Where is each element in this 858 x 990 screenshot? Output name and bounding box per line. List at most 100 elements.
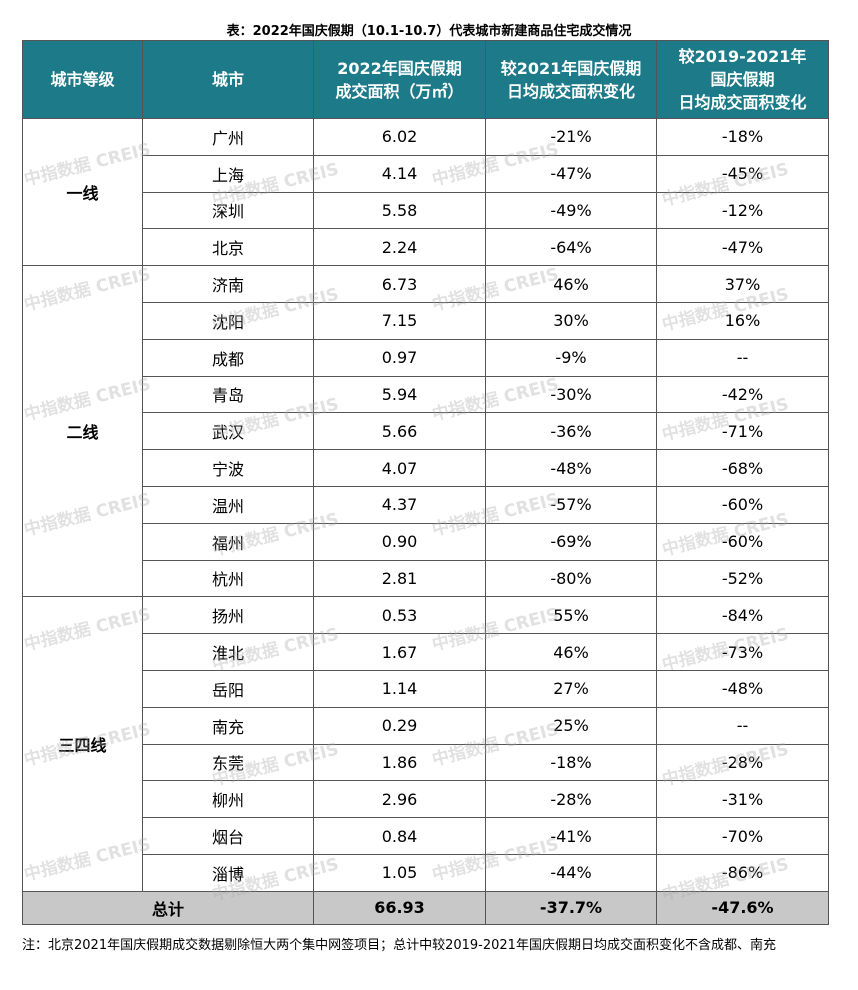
- cell: -18%: [485, 743, 657, 782]
- table-row: 南充 0.29 25% --: [23, 706, 829, 745]
- cell: 6.73: [313, 265, 486, 303]
- table-row: 二线 济南 6.73 46% 37%: [22, 265, 829, 598]
- cell: 成都: [142, 338, 314, 377]
- cell: 2.96: [313, 780, 486, 819]
- table-row: 淮北 1.67 46% -73%: [23, 633, 829, 671]
- table-row: 岳阳 1.14 27% -48%: [23, 669, 829, 708]
- cell: 25%: [485, 706, 657, 745]
- header-line: 城市等级: [50, 70, 115, 89]
- tier-cell: 一线: [22, 117, 143, 267]
- total-row: 总计 66.93 -37.7% -47.6%: [22, 890, 829, 925]
- cell: -31%: [656, 780, 829, 819]
- cell: -28%: [656, 743, 829, 782]
- header-row: 城市等级 城市 2022年国庆假期 成交面积（万㎡） 较2021年国庆假期 日均成交面积变…: [22, 40, 829, 119]
- cell: 淄博: [142, 853, 314, 892]
- cell: -47%: [485, 154, 657, 193]
- cell: 东莞: [142, 743, 314, 782]
- header-line: 城市: [211, 70, 244, 89]
- table-title: 表：2022年国庆假期（10.1-10.7）代表城市新建商品住宅成交情况: [226, 24, 632, 39]
- table-row: 宁波 4.07 -48% -68%: [23, 449, 829, 487]
- cell: 扬州: [142, 596, 314, 635]
- table-row: 武汉 5.66 -36% -71%: [23, 412, 829, 451]
- cell: 杭州: [142, 559, 314, 598]
- total-cell: 总计: [22, 890, 314, 925]
- header-line: 日均成交面积变化: [506, 81, 635, 101]
- total-cell: -47.6%: [656, 890, 829, 925]
- cell: 1.86: [313, 743, 486, 782]
- table-row: 柳州 2.96 -28% -31%: [23, 780, 829, 819]
- table-row: 温州 4.37 -57% -60%: [23, 485, 829, 524]
- cell: 0.29: [313, 706, 486, 745]
- column-header: 较2019-2021年 国庆假期日均成交面积变化: [656, 40, 829, 119]
- cell: 7.15: [313, 301, 486, 340]
- cell: 济南: [142, 265, 314, 303]
- header-line: 较2021年国庆假期: [500, 58, 642, 78]
- cell: -36%: [485, 412, 657, 451]
- cell: 武汉: [142, 412, 314, 451]
- cell: -21%: [485, 118, 657, 156]
- cell: 1.05: [313, 853, 486, 892]
- cell: -45%: [656, 154, 829, 193]
- cell: --: [656, 338, 829, 377]
- cell: 南充: [142, 706, 314, 745]
- data-table: 城市等级 城市 2022年国庆假期 成交面积（万㎡） 较2021年国庆假期 日均成交面积变…: [22, 40, 829, 925]
- cell: 0.53: [313, 596, 486, 635]
- cell: -60%: [656, 485, 829, 524]
- header-line: 较2019-2021年: [678, 47, 807, 66]
- cell: -57%: [485, 485, 657, 524]
- cell: -44%: [485, 853, 657, 892]
- tier-cell: 三四线: [22, 596, 143, 892]
- cell: -30%: [485, 375, 657, 414]
- cell: 深圳: [142, 191, 314, 230]
- cell: -42%: [656, 375, 829, 414]
- cell: 37%: [656, 265, 829, 303]
- cell: -52%: [656, 559, 829, 598]
- cell: 5.66: [313, 412, 486, 451]
- cell: -68%: [656, 449, 829, 487]
- cell: -69%: [485, 522, 657, 561]
- cell: 5.94: [313, 375, 486, 414]
- cell: 宁波: [142, 449, 314, 487]
- table-row: 杭州 2.81 -80% -52%: [23, 559, 829, 598]
- cell: 0.84: [313, 817, 486, 855]
- header-line: 日均成交面积变化: [678, 93, 807, 112]
- cell: 温州: [142, 485, 314, 524]
- cell: 上海: [142, 154, 314, 193]
- cell: 福州: [142, 522, 314, 561]
- cell: -80%: [485, 559, 657, 598]
- header-line: 国庆假期: [710, 70, 775, 89]
- cell: --: [656, 706, 829, 745]
- cell: 16%: [656, 301, 829, 340]
- table-row: 深圳 5.58 -49% -12%: [23, 191, 829, 230]
- total-cell: 66.93: [313, 890, 486, 925]
- tier-cell: 二线: [22, 265, 143, 598]
- column-header: 较2021年国庆假期 日均成交面积变化: [485, 40, 657, 119]
- table-row: 上海 4.14 -47% -45%: [23, 154, 829, 193]
- cell: 1.14: [313, 669, 486, 708]
- cell: 广州: [142, 118, 314, 156]
- table-row: 成都 0.97 -9% --: [23, 338, 829, 377]
- cell: 岳阳: [142, 669, 314, 708]
- column-header: 2022年国庆假期 成交面积（万㎡）: [313, 40, 486, 119]
- cell: -18%: [656, 118, 829, 156]
- cell: -9%: [485, 338, 657, 377]
- cell: -48%: [485, 449, 657, 487]
- table-row: 东莞 1.86 -18% -28%: [23, 743, 829, 782]
- cell: 青岛: [142, 375, 314, 414]
- cell: 30%: [485, 301, 657, 340]
- cell: 0.90: [313, 522, 486, 561]
- column-header: 城市等级: [22, 40, 143, 119]
- cell: 1.67: [313, 633, 486, 671]
- column-header: 城市: [142, 40, 314, 119]
- cell: 2.81: [313, 559, 486, 598]
- total-cell: -37.7%: [485, 890, 657, 925]
- table-row: 北京 2.24 -64% -47%: [23, 228, 829, 267]
- cell: 55%: [485, 596, 657, 635]
- cell: 淮北: [142, 633, 314, 671]
- cell: 烟台: [142, 817, 314, 855]
- table-row: 烟台 0.84 -41% -70%: [23, 817, 829, 855]
- cell: -28%: [485, 780, 657, 819]
- cell: 2.24: [313, 228, 486, 267]
- table-row: 青岛 5.94 -30% -42%: [23, 375, 829, 414]
